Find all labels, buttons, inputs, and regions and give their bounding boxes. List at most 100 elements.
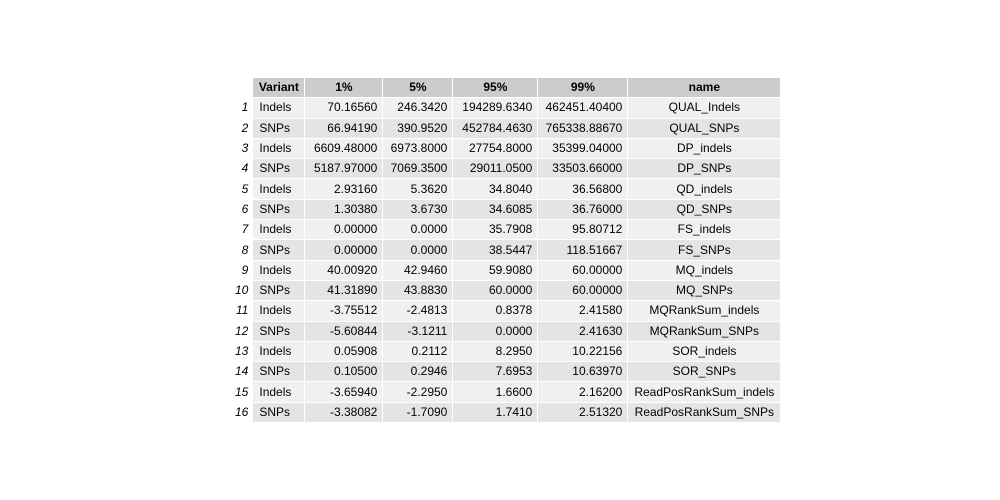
variant-cell: Indels (253, 220, 305, 240)
variant-cell: SNPs (253, 240, 305, 260)
row-number: 1 (231, 98, 253, 118)
variant-cell: Indels (253, 341, 305, 362)
variant-cell: SNPs (253, 321, 305, 341)
p1-cell: 40.00920 (305, 260, 383, 280)
p95-cell: 452784.4630 (453, 118, 538, 138)
p1-cell: 0.00000 (305, 220, 383, 240)
header-corner (231, 78, 253, 98)
p1-cell: -3.75512 (305, 301, 383, 321)
p5-cell: -3.1211 (383, 321, 453, 341)
p95-cell: 35.7908 (453, 220, 538, 240)
table-row: 15 Indels -3.65940 -2.2950 1.6600 2.16200 Read… (231, 382, 781, 402)
p95-cell: 34.8040 (453, 179, 538, 199)
variant-cell: SNPs (253, 199, 305, 220)
p99-cell: 2.41630 (538, 321, 628, 341)
p95-cell: 59.9080 (453, 260, 538, 280)
variant-cell: SNPs (253, 118, 305, 138)
row-number: 14 (231, 362, 253, 382)
column-header-name: name (628, 78, 781, 98)
p99-cell: 36.76000 (538, 199, 628, 220)
p95-cell: 0.8378 (453, 301, 538, 321)
variant-cell: SNPs (253, 280, 305, 301)
p5-cell: 246.3420 (383, 98, 453, 118)
p5-cell: 5.3620 (383, 179, 453, 199)
p99-cell: 2.41580 (538, 301, 628, 321)
column-header-p1: 1% (305, 78, 383, 98)
p95-cell: 34.6085 (453, 199, 538, 220)
variant-cell: SNPs (253, 402, 305, 423)
p95-cell: 60.0000 (453, 280, 538, 301)
row-number: 12 (231, 321, 253, 341)
p1-cell: 2.93160 (305, 179, 383, 199)
table-row: 14 SNPs 0.10500 0.2946 7.6953 10.63970 SOR_SNP… (231, 362, 781, 382)
variant-cell: Indels (253, 179, 305, 199)
row-number: 8 (231, 240, 253, 260)
header-row: Variant 1% 5% 95% 99% name (231, 78, 781, 98)
table-row: 2 SNPs 66.94190 390.9520 452784.4630 765338.8… (231, 118, 781, 138)
p1-cell: 41.31890 (305, 280, 383, 301)
variant-cell: Indels (253, 98, 305, 118)
column-header-p99: 99% (538, 78, 628, 98)
p5-cell: 0.2946 (383, 362, 453, 382)
p5-cell: 42.9460 (383, 260, 453, 280)
table-row: 6 SNPs 1.30380 3.6730 34.6085 36.76000 QD_SNPs (231, 199, 781, 220)
row-number: 5 (231, 179, 253, 199)
table-row: 5 Indels 2.93160 5.3620 34.8040 36.56800 QD_in… (231, 179, 781, 199)
p5-cell: 0.2112 (383, 341, 453, 362)
p1-cell: 0.05908 (305, 341, 383, 362)
variant-cell: Indels (253, 260, 305, 280)
p1-cell: -5.60844 (305, 321, 383, 341)
row-number: 7 (231, 220, 253, 240)
name-cell: MQRankSum_SNPs (628, 321, 781, 341)
table-row: 7 Indels 0.00000 0.0000 35.7908 95.80712 FS_in… (231, 220, 781, 240)
name-cell: DP_indels (628, 138, 781, 159)
table-row: 3 Indels 6609.48000 6973.8000 27754.8000 3539… (231, 138, 781, 159)
row-number: 15 (231, 382, 253, 402)
p95-cell: 38.5447 (453, 240, 538, 260)
data-table: Variant 1% 5% 95% 99% name 1 Indels 70.165… (230, 77, 781, 423)
row-number: 6 (231, 199, 253, 220)
p1-cell: -3.65940 (305, 382, 383, 402)
p5-cell: 390.9520 (383, 118, 453, 138)
p95-cell: 0.0000 (453, 321, 538, 341)
row-number: 16 (231, 402, 253, 423)
p95-cell: 29011.0500 (453, 159, 538, 179)
p1-cell: -3.38082 (305, 402, 383, 423)
table-row: 12 SNPs -5.60844 -3.1211 0.0000 2.41630 MQRank… (231, 321, 781, 341)
p5-cell: -2.2950 (383, 382, 453, 402)
name-cell: QUAL_Indels (628, 98, 781, 118)
row-number: 11 (231, 301, 253, 321)
name-cell: MQRankSum_indels (628, 301, 781, 321)
p1-cell: 66.94190 (305, 118, 383, 138)
variant-cell: SNPs (253, 159, 305, 179)
name-cell: MQ_SNPs (628, 280, 781, 301)
table-row: 1 Indels 70.16560 246.3420 194289.6340 462451… (231, 98, 781, 118)
p1-cell: 1.30380 (305, 199, 383, 220)
name-cell: QD_indels (628, 179, 781, 199)
p99-cell: 462451.40400 (538, 98, 628, 118)
p99-cell: 36.56800 (538, 179, 628, 199)
p95-cell: 8.2950 (453, 341, 538, 362)
p95-cell: 7.6953 (453, 362, 538, 382)
p5-cell: 6973.8000 (383, 138, 453, 159)
table-row: 11 Indels -3.75512 -2.4813 0.8378 2.41580 MQRa… (231, 301, 781, 321)
p1-cell: 6609.48000 (305, 138, 383, 159)
p5-cell: 0.0000 (383, 240, 453, 260)
p99-cell: 2.51320 (538, 402, 628, 423)
name-cell: ReadPosRankSum_indels (628, 382, 781, 402)
row-number: 4 (231, 159, 253, 179)
name-cell: FS_indels (628, 220, 781, 240)
variant-cell: Indels (253, 301, 305, 321)
variant-cell: Indels (253, 138, 305, 159)
name-cell: DP_SNPs (628, 159, 781, 179)
p5-cell: 0.0000 (383, 220, 453, 240)
table-row: 10 SNPs 41.31890 43.8830 60.0000 60.00000 MQ_S… (231, 280, 781, 301)
p5-cell: 3.6730 (383, 199, 453, 220)
name-cell: FS_SNPs (628, 240, 781, 260)
p1-cell: 0.00000 (305, 240, 383, 260)
name-cell: QD_SNPs (628, 199, 781, 220)
name-cell: ReadPosRankSum_SNPs (628, 402, 781, 423)
column-header-p95: 95% (453, 78, 538, 98)
name-cell: MQ_indels (628, 260, 781, 280)
row-number: 13 (231, 341, 253, 362)
